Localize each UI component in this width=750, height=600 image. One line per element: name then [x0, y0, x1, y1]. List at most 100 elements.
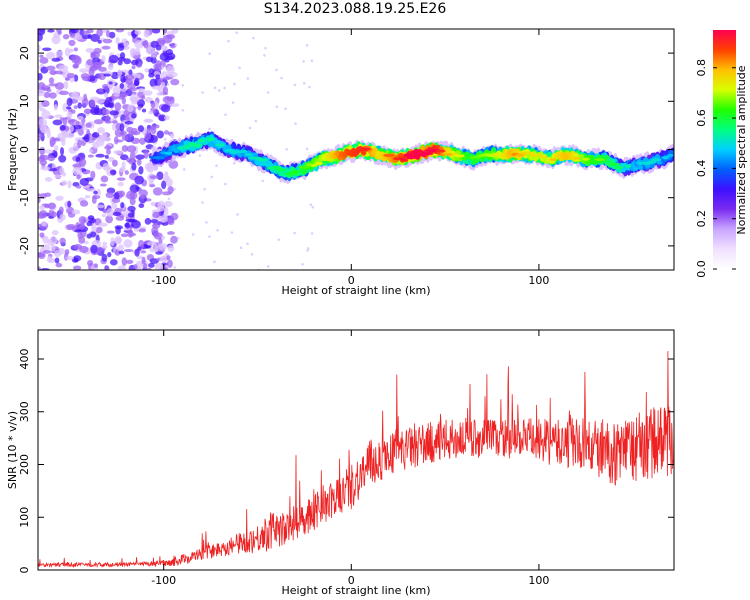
spectrogram-noise-blob	[141, 108, 147, 113]
spectrogram-noise-blob	[129, 151, 136, 161]
spectrogram-noise-blob	[124, 121, 134, 125]
spectrogram-noise-blob	[112, 159, 118, 167]
spectrogram-noise-blob	[136, 255, 143, 260]
spectrogram-ridge-core	[651, 158, 662, 162]
spectrogram-noise-blob	[101, 253, 108, 262]
spectrogram-noise-blob	[65, 256, 74, 261]
spectrogram-noise-blob	[131, 220, 141, 229]
spectrogram-noise-dot	[250, 252, 254, 256]
spectrogram-noise-dot	[164, 264, 168, 268]
spectrogram-noise-blob	[62, 33, 70, 40]
spectrogram-noise-dot	[308, 85, 311, 89]
spectrogram-noise-blob	[148, 110, 154, 115]
spectrogram-noise-blob	[42, 47, 52, 52]
spectrogram-noise-dot	[227, 39, 230, 43]
spectrogram-noise-blob	[166, 65, 175, 75]
spectrogram-noise-blob	[129, 94, 140, 103]
spectrogram-noise-blob	[72, 265, 82, 270]
spectrogram-noise-blob	[123, 109, 130, 117]
spectrogram-noise-blob	[93, 263, 98, 268]
spectrogram-noise-blob	[54, 257, 60, 264]
spectrogram-noise-blob	[73, 64, 79, 69]
spectrogram-noise-blob	[160, 235, 166, 240]
spectrogram-noise-blob	[108, 81, 113, 85]
spectrogram-noise-blob	[46, 51, 56, 60]
spectrogram-noise-blob	[91, 224, 97, 232]
spectrogram-noise-dot	[238, 66, 241, 70]
spectrogram-noise-blob	[38, 193, 41, 197]
spectrogram-noise-blob	[157, 243, 168, 251]
spectrogram-noise-blob	[82, 185, 91, 189]
spectrogram-noise-blob	[111, 122, 117, 131]
spectrogram-noise-blob	[130, 47, 136, 57]
spectrogram-noise-blob	[71, 209, 81, 215]
spectrogram-noise-dot	[284, 107, 287, 111]
spectrogram-ridge-core	[535, 153, 543, 157]
spectrogram-noise-blob	[151, 226, 159, 236]
spectrogram-noise-dot	[232, 161, 236, 165]
spectrogram-noise-blob	[169, 133, 175, 139]
spectrogram-noise-dot	[236, 213, 239, 216]
spectrogram-noise-blob	[160, 216, 168, 223]
spectrogram-ridge-core	[190, 143, 203, 147]
spectrogram-noise-blob	[75, 185, 82, 189]
spectrogram-noise-blob	[131, 65, 136, 70]
spectrogram-noise-blob	[89, 99, 95, 108]
spectrogram-noise-blob	[169, 42, 177, 49]
spectrogram-noise-blob	[83, 133, 90, 143]
spectrogram-noise-blob	[108, 54, 119, 64]
spectrogram-noise-dot	[302, 60, 305, 63]
spectrogram-noise-blob	[78, 216, 87, 224]
spectrogram-noise-blob	[38, 223, 43, 228]
spectrogram-ridge-core	[239, 149, 248, 153]
spectrogram-noise-blob	[108, 156, 115, 162]
spectrogram-noise-dot	[201, 91, 204, 94]
spectrogram-noise-dot	[280, 76, 283, 80]
spectrogram-noise-blob	[131, 113, 137, 119]
colorbar-tick-label: 0.2	[695, 210, 708, 228]
spectrogram-noise-blob	[165, 49, 173, 56]
spectrogram-noise-blob	[115, 215, 125, 221]
spectrogram-noise-dot	[307, 247, 310, 250]
spectrogram-noise-blob	[66, 72, 76, 79]
spectrogram-noise-dot	[167, 197, 171, 201]
spectrogram-noise-blob	[87, 259, 94, 267]
spectrogram-noise-blob	[130, 59, 139, 66]
spectrogram-noise-blob	[58, 155, 67, 163]
spectrogram-noise-blob	[139, 194, 146, 200]
spectrogram-noise-dot	[311, 205, 315, 209]
spectrogram-noise-blob	[58, 206, 64, 214]
spectrogram-ridge-core	[257, 158, 267, 162]
spectrogram-noise-blob	[126, 190, 136, 200]
spectrogram-ridge-core	[435, 149, 446, 153]
spectrogram-noise-blob	[38, 156, 46, 162]
spectrogram-noise-blob	[115, 29, 125, 33]
spectrogram-noise-dot	[254, 119, 258, 123]
spectrogram-noise-blob	[126, 126, 134, 133]
spectrogram-noise-blob	[88, 149, 94, 153]
spectrogram-ridge-core	[276, 168, 286, 172]
spectrogram-noise-blob	[154, 245, 159, 253]
spectrogram-noise-dot	[208, 235, 211, 238]
spectrogram-noise-blob	[145, 56, 154, 63]
spectrogram-noise-blob	[131, 91, 137, 95]
spectrogram-noise-blob	[136, 99, 146, 107]
spectrogram-noise-dot	[246, 242, 249, 245]
spectrogram-noise-blob	[156, 92, 164, 96]
spectrogram-noise-dot	[208, 52, 211, 56]
spectrogram-noise-blob	[138, 228, 147, 233]
spectrogram-noise-blob	[47, 155, 55, 162]
spectrogram-noise-blob	[105, 265, 110, 270]
spectrogram-noise-dot	[310, 232, 314, 235]
spectrogram-noise-blob	[98, 72, 106, 81]
spectrogram-noise-blob	[38, 118, 48, 127]
spectrogram-ridge-core	[406, 155, 418, 159]
bottom-ylabel: SNR (10 * v/v)	[6, 411, 19, 489]
spectrogram-noise-blob	[46, 88, 52, 93]
spectrogram-noise-blob	[47, 202, 56, 210]
spectrogram-noise-blob	[145, 49, 152, 53]
spectrogram-noise-blob	[134, 248, 140, 257]
spectrogram-noise-blob	[109, 169, 117, 175]
spectrogram-ridge-core	[359, 147, 371, 151]
spectrogram-noise-blob	[77, 231, 83, 239]
